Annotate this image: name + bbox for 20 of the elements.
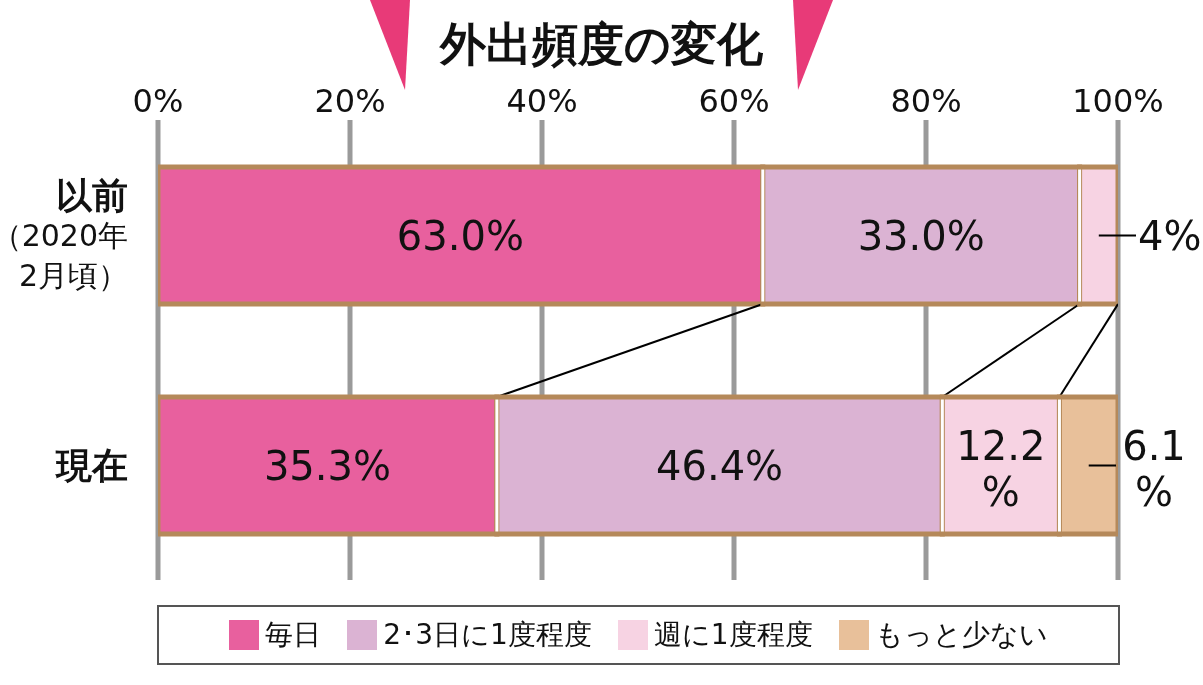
chart-title: 外出頻度の変化 <box>438 16 764 73</box>
x-tick-label: 40% <box>506 82 578 120</box>
x-tick-label: 80% <box>890 82 962 120</box>
legend-label: 毎日 <box>265 617 322 653</box>
legend-label: もっと少ない <box>874 617 1048 653</box>
data-label: 33.0% <box>857 212 985 259</box>
data-label: 35.3% <box>263 442 391 489</box>
data-label: 4% <box>1138 212 1202 259</box>
legend-label: 2･3日に1度程度 <box>383 617 592 653</box>
x-tick-label: 60% <box>698 82 770 120</box>
x-tick-label: 100% <box>1072 82 1164 120</box>
x-tick-label: 20% <box>314 82 386 120</box>
data-label: 6.1% <box>1122 422 1186 515</box>
x-tick-label: 0% <box>132 82 184 120</box>
y-tick-label: 現在 <box>55 444 128 486</box>
data-label: 63.0% <box>396 212 524 259</box>
legend-label: 週に1度程度 <box>653 617 813 653</box>
data-label: 46.4% <box>656 442 784 489</box>
data-label: 12.2% <box>956 422 1046 515</box>
y-tick-label: 以前（2020年2月頃） <box>0 174 128 293</box>
